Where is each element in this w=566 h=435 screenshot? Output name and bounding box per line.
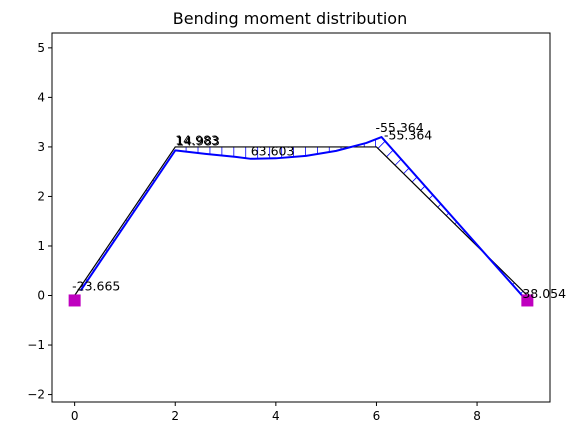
x-tick-label: 6 <box>373 409 381 423</box>
moment-hatch-line <box>403 167 410 174</box>
moment-value-label: 14.983 <box>176 133 220 148</box>
moment-hatch-line <box>420 185 426 191</box>
y-tick-label: 0 <box>37 289 45 303</box>
chart-title: Bending moment distribution <box>173 9 407 28</box>
y-tick-label: 2 <box>37 189 45 203</box>
moment-value-label: -23.665 <box>72 279 120 294</box>
support-marker <box>68 294 81 307</box>
axis-ticks: 0 2 4 6 8 −2 −1 0 1 2 3 4 5 <box>27 41 481 423</box>
moment-hatch-line <box>411 176 418 183</box>
y-tick-label: 5 <box>37 41 45 55</box>
x-tick-label: 2 <box>171 409 179 423</box>
plot-area: -23.66514.98314.98363.603-55.364-55.3643… <box>68 120 566 307</box>
moment-value-label: 14.983 <box>175 132 219 147</box>
moment-value-label: 38.054 <box>522 286 566 301</box>
y-tick-label: −2 <box>27 388 45 402</box>
moment-hatch-line <box>394 158 402 166</box>
structure-line <box>74 146 528 296</box>
y-tick-label: −1 <box>27 338 45 352</box>
moment-curve-line <box>79 136 529 303</box>
y-tick-label: 1 <box>37 239 45 253</box>
x-tick-label: 8 <box>473 409 481 423</box>
moment-value-label: -55.364 <box>375 120 423 135</box>
y-tick-label: 3 <box>37 140 45 154</box>
support-marker <box>521 294 534 307</box>
moment-value-label: -55.364 <box>384 127 432 142</box>
x-tick-label: 0 <box>71 409 79 423</box>
x-tick-label: 4 <box>272 409 280 423</box>
y-tick-label: 4 <box>37 90 45 104</box>
moment-hatch-line <box>386 149 394 158</box>
moment-value-label: 63.603 <box>251 143 295 158</box>
axes-frame <box>51 32 551 403</box>
moment-hatch-line <box>377 140 386 149</box>
